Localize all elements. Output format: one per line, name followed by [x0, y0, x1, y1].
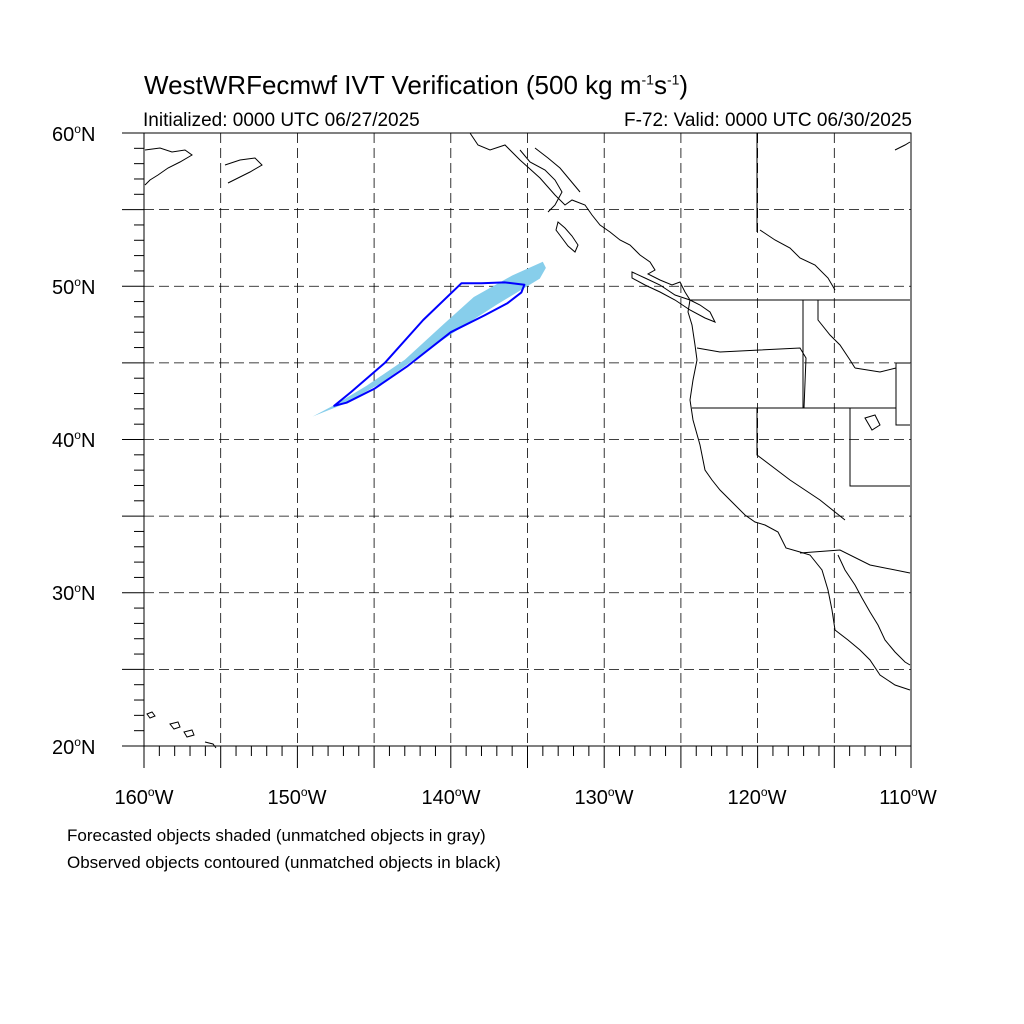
- coastline-alaska-peninsula: [144, 147, 263, 186]
- coastline-hawaii: [146, 711, 217, 749]
- axis-ticks: [122, 132, 912, 768]
- coastline-hudson-fragment: [894, 141, 911, 151]
- lat-label-40: 40oN: [52, 428, 96, 452]
- lat-label-30: 30oN: [52, 581, 96, 605]
- valid-time-label: F-72: Valid: 0000 UTC 06/30/2025: [624, 110, 912, 131]
- lat-label-50: 50oN: [52, 275, 96, 299]
- border-wa-or: [696, 347, 807, 409]
- coastlines-and-borders: [144, 132, 911, 749]
- lat-lon-grid: [144, 133, 911, 746]
- coastline-alaska-panhandle: [519, 147, 581, 213]
- border-idaho: [802, 300, 897, 408]
- note-observed: Observed objects contoured (unmatched ob…: [67, 853, 501, 872]
- lon-label-120w: 120oW: [727, 785, 787, 809]
- coastline-haida-gwaii: [555, 221, 579, 253]
- forecast-object-shaded: [312, 261, 546, 417]
- title-mid: s: [653, 70, 667, 100]
- coastline-canada-interior: [759, 229, 836, 291]
- title-end: ): [679, 70, 689, 100]
- lon-label-160w: 160oW: [114, 785, 174, 809]
- lon-label-110w: 110oW: [879, 785, 937, 809]
- title-main: WestWRFecmwf IVT Verification (500 kg m: [144, 70, 642, 100]
- lake-great-salt: [864, 414, 881, 431]
- lon-label-150w: 150oW: [267, 785, 327, 809]
- lat-label-60: 60oN: [52, 122, 96, 146]
- observed-object-contour: [333, 281, 526, 407]
- border-ca-nv-diagonal: [756, 408, 846, 521]
- lon-label-130w: 130oW: [574, 785, 634, 809]
- title-exp2: -1: [666, 71, 680, 88]
- coastline-vancouver-island: [631, 271, 717, 323]
- lon-label-140w: 140oW: [421, 785, 481, 809]
- init-time-label: Initialized: 0000 UTC 06/27/2025: [143, 110, 420, 131]
- title-exp1: -1: [641, 71, 654, 88]
- lat-label-20: 20oN: [52, 735, 96, 759]
- map-title: WestWRFecmwf IVT Verification (500 kg m-…: [144, 70, 688, 101]
- border-bc-alberta: [756, 133, 856, 369]
- coastline-north-america: [469, 132, 911, 691]
- coastline-mexico-mainland: [837, 554, 911, 666]
- border-us-mexico: [799, 549, 911, 574]
- note-forecast: Forecasted objects shaded (unmatched obj…: [67, 826, 486, 845]
